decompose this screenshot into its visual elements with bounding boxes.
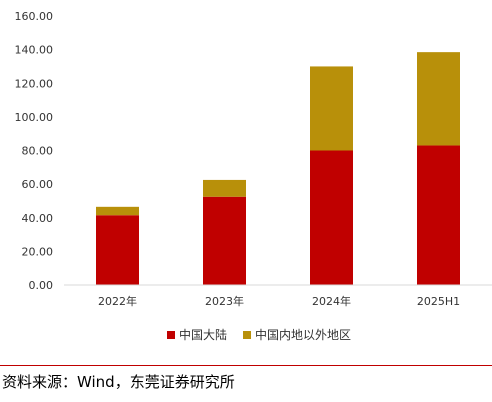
- bar-mainland-0: [96, 215, 139, 285]
- legend-swatch: [243, 331, 252, 339]
- x-axis: 2022年 2023年 2024年 2025H1: [64, 284, 492, 308]
- x-tick-label: 2025H1: [417, 295, 460, 308]
- legend: 中国大陆 中国内地以外地区: [167, 327, 351, 342]
- y-axis: 0.00 20.00 40.00 60.00 80.00 100.00 120.00 140.…: [15, 10, 54, 292]
- y-tick-label: 140.00: [15, 44, 54, 57]
- y-tick-label: 100.00: [15, 111, 54, 124]
- bar-outside-mainland-2: [310, 66, 353, 151]
- bar-outside-mainland-1: [203, 179, 246, 197]
- x-tick-label: 2022年: [98, 294, 137, 308]
- legend-label: 中国大陆: [179, 327, 227, 342]
- y-tick-label: 120.00: [15, 77, 54, 90]
- y-tick-label: 160.00: [15, 10, 54, 23]
- source-note: 资料来源：Wind，东莞证券研究所: [2, 373, 235, 391]
- y-tick-label: 40.00: [22, 212, 54, 225]
- y-tick-label: 80.00: [22, 145, 54, 158]
- stacked-bar-chart: 0.00 20.00 40.00 60.00 80.00 100.00 120.00 140.…: [15, 10, 492, 342]
- bar-mainland-1: [203, 196, 246, 285]
- bar-mainland-3: [417, 145, 460, 285]
- y-tick-label: 60.00: [22, 178, 54, 191]
- bar-outside-mainland-3: [417, 52, 460, 146]
- bar-mainland-2: [310, 150, 353, 285]
- bar-outside-mainland-0: [96, 206, 139, 216]
- source-divider: [0, 365, 492, 366]
- x-tick-label: 2024年: [312, 294, 351, 308]
- legend-label: 中国内地以外地区: [255, 327, 351, 342]
- legend-swatch: [167, 331, 175, 339]
- y-tick-label: 20.00: [22, 245, 54, 258]
- x-tick-label: 2023年: [205, 294, 244, 308]
- bars: [96, 52, 460, 285]
- y-tick-label: 0.00: [29, 279, 54, 292]
